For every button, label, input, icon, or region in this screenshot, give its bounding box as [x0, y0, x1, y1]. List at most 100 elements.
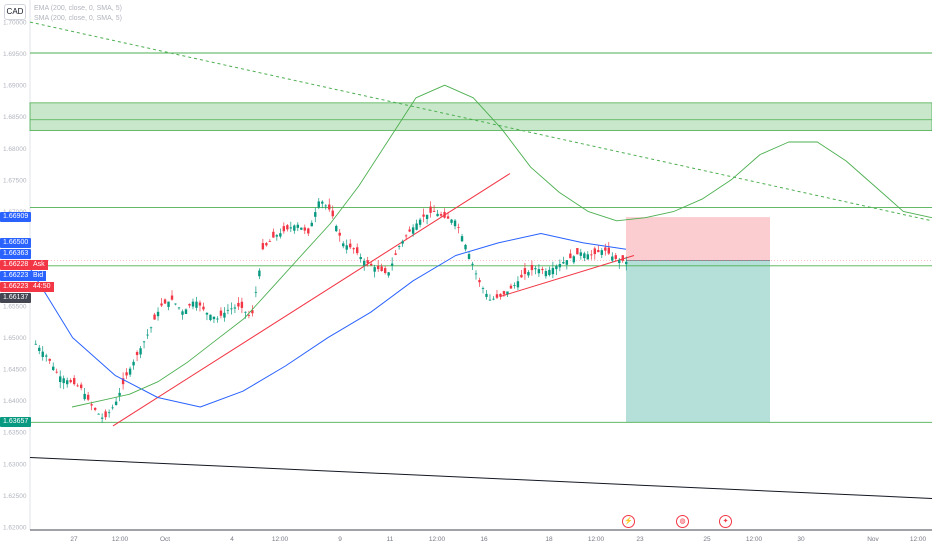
x-tick-label: 11: [387, 536, 394, 543]
candle-body: [530, 264, 534, 271]
y-tick-label: 1.69500: [3, 51, 27, 58]
candle-body: [338, 232, 341, 236]
candle-body: [282, 226, 286, 232]
sma-line: [71, 84, 932, 408]
grid: [29, 0, 932, 531]
candle-body: [527, 272, 530, 276]
x-axis: 27 12:00 Oct 4 12:00 9 11 12:00 16 18 12:00 23 25 12:…: [70, 536, 926, 543]
candle-body: [100, 417, 104, 419]
candle-body: [383, 268, 387, 274]
candle-body: [516, 281, 520, 288]
candle-body: [366, 260, 369, 264]
candle-body: [600, 250, 603, 255]
zones: [29, 102, 932, 423]
candle-body: [52, 366, 55, 371]
y-tick-label: 1.65000: [3, 335, 27, 342]
candle-body: [492, 298, 495, 300]
candle-body: [404, 235, 408, 237]
candle-body: [125, 372, 128, 376]
x-tick-label: 30: [797, 536, 805, 543]
candle-body: [184, 309, 188, 314]
x-tick-label: Nov: [867, 536, 879, 543]
candle-body: [502, 291, 506, 295]
candle-body: [209, 314, 212, 321]
candle-body: [485, 293, 488, 297]
candle-body: [478, 280, 481, 283]
candle-body: [240, 301, 244, 308]
candle-body: [174, 303, 177, 305]
candle-body: [586, 254, 590, 260]
candle-body: [352, 248, 355, 250]
candle-body: [432, 210, 436, 212]
ema-legend[interactable]: EMA (200, close, 0, SMA, 5): [34, 5, 122, 12]
candle-body: [233, 307, 237, 309]
y-tick-label: 1.67500: [3, 177, 27, 184]
candle-body: [418, 219, 422, 225]
y-tick-label: 1.62000: [3, 524, 27, 531]
candle-body: [411, 227, 415, 234]
candle-body: [562, 262, 565, 264]
candle-body: [453, 220, 457, 227]
x-tick-label: 27: [70, 536, 78, 543]
x-tick-label: 12:00: [272, 536, 289, 543]
price-tag-side: Ask: [30, 259, 48, 270]
x-tick-label: 4: [230, 536, 234, 543]
candle-body: [181, 311, 184, 315]
candle-body: [268, 241, 272, 242]
candle-body: [226, 309, 230, 311]
globe-icon[interactable]: ◍: [676, 515, 689, 528]
symbol-badge[interactable]: CAD: [4, 4, 26, 20]
candle-body: [261, 243, 265, 250]
y-tick-label: 1.63000: [3, 461, 27, 468]
x-tick-label: 25: [703, 536, 711, 543]
candle-body: [408, 229, 411, 232]
candle-body: [296, 224, 300, 228]
x-tick-label: 12:00: [910, 536, 927, 543]
candle-body: [254, 291, 258, 293]
candlesticks: [34, 198, 628, 423]
candle-body: [335, 225, 338, 232]
candle-body: [90, 404, 93, 406]
candle-body: [195, 301, 198, 308]
candle-body: [390, 263, 394, 266]
candle-body: [219, 310, 223, 316]
candle-body: [188, 303, 191, 306]
candle-body: [310, 222, 313, 227]
candle-body: [198, 302, 202, 306]
candle-body: [303, 227, 306, 231]
candle-body: [286, 225, 289, 230]
candle-body: [425, 214, 429, 219]
price-tag: 1.66909: [0, 212, 32, 223]
candle-body: [376, 265, 380, 270]
candle-body: [97, 413, 100, 415]
candle-body: [65, 380, 69, 385]
candle-body: [446, 216, 450, 219]
candle-body: [212, 316, 216, 320]
candle-body: [576, 248, 579, 255]
candle-body: [429, 206, 432, 213]
canada-flag-icon[interactable]: ✦: [719, 515, 732, 528]
lightning-icon[interactable]: ⚡: [622, 515, 635, 528]
x-tick-label: Oct: [160, 536, 170, 543]
candle-body: [520, 274, 523, 278]
candle-body: [544, 271, 548, 277]
sma-legend[interactable]: SMA (200, close, 0, SMA, 5): [34, 15, 122, 22]
x-tick-label: 9: [338, 536, 342, 543]
candle-body: [121, 378, 125, 385]
candle-body: [93, 407, 97, 410]
candle-body: [146, 334, 149, 336]
candle-body: [604, 247, 607, 251]
x-tick-label: 18: [545, 536, 553, 543]
candle-body: [450, 219, 453, 223]
x-tick-label: 12:00: [112, 536, 129, 543]
candle-body: [362, 260, 366, 266]
candle-body: [163, 299, 167, 304]
candle-body: [69, 380, 72, 383]
y-tick-label: 1.70000: [3, 20, 27, 27]
candle-body: [474, 273, 478, 275]
candle-body: [569, 253, 572, 259]
candle-body: [177, 307, 181, 309]
candle-body: [272, 231, 275, 238]
price-tag: 1.66223: [0, 270, 32, 281]
